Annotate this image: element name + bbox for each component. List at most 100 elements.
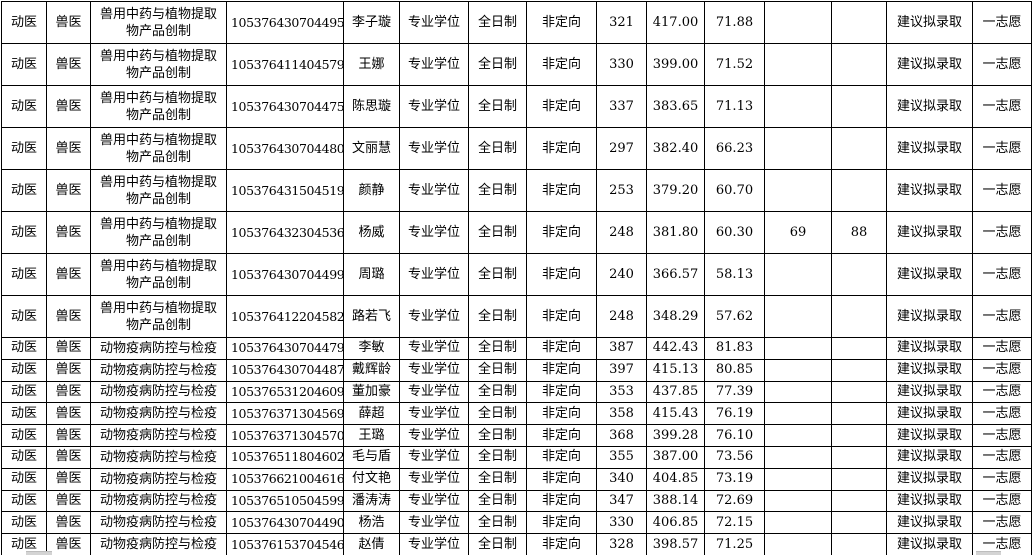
scrollbar-fragment-right [976,551,1001,555]
cell-total-score: 71.13 [704,85,765,128]
cell-name: 毛与盾 [343,445,400,469]
table-row: 动医 兽医 兽用中药与植物提取物产品创制 105376430704495 李子璇 专业学位… [1,1,1032,44]
cell-volunteer-rank: 一志愿 [972,337,1032,360]
cell-retest-score: 348.29 [646,295,705,338]
cell-major: 兽医 [46,533,91,555]
cell-note-2 [831,169,887,212]
cell-major: 兽医 [46,337,91,360]
table-row: 动医 兽医 动物疫病防控与检疫 105376371304569 薛超 专业学位 全日制 非定向… [1,402,1032,426]
cell-degree-type: 专业学位 [399,402,469,426]
cell-study-mode: 全日制 [468,127,527,170]
cell-note-2 [831,295,887,338]
cell-study-mode: 全日制 [468,337,527,360]
cell-degree-type: 专业学位 [399,358,469,382]
cell-volunteer-rank: 一志愿 [972,511,1032,535]
cell-name: 付文艳 [343,467,400,491]
cell-retest-score: 379.20 [646,169,705,212]
cell-research-direction: 兽用中药与植物提取物产品创制 [90,127,227,170]
cell-total-score: 81.83 [704,337,765,360]
cell-retest-score: 398.57 [646,533,705,555]
cell-retest-score: 415.43 [646,402,705,426]
cell-research-direction: 动物疫病防控与检疫 [90,402,227,426]
cell-volunteer-rank: 一志愿 [972,1,1032,44]
cell-note-2 [831,511,887,535]
table-row: 动医 兽医 动物疫病防控与检疫 105376511804602 毛与盾 专业学位 全日制 非定… [1,445,1032,469]
cell-orientation: 非定向 [526,533,597,555]
cell-degree-type: 专业学位 [399,169,469,212]
cell-research-direction: 兽用中药与植物提取物产品创制 [90,211,227,254]
cell-degree-type: 专业学位 [399,127,469,170]
cell-college: 动医 [1,380,47,404]
cell-candidate-id: 105376371304570 [226,424,344,447]
cell-orientation: 非定向 [526,467,597,491]
cell-total-score: 71.52 [704,43,765,86]
cell-degree-type: 专业学位 [399,533,469,555]
cell-note-2: 88 [831,211,887,254]
cell-initial-score: 248 [596,211,647,254]
cell-volunteer-rank: 一志愿 [972,489,1032,513]
cell-research-direction: 动物疫病防控与检疫 [90,533,227,555]
cell-college: 动医 [1,253,47,296]
table-row: 动医 兽医 兽用中药与植物提取物产品创制 105376430704475 陈思璇 专业学位… [1,85,1032,128]
cell-orientation: 非定向 [526,211,597,254]
cell-orientation: 非定向 [526,295,597,338]
cell-research-direction: 动物疫病防控与检疫 [90,445,227,469]
cell-name: 戴辉龄 [343,358,400,382]
cell-major: 兽医 [46,1,91,44]
cell-orientation: 非定向 [526,511,597,535]
cell-recommendation: 建议拟录取 [886,211,973,254]
cell-total-score: 77.39 [704,380,765,404]
table-row: 动医 兽医 动物疫病防控与检疫 105376430704487 戴辉龄 专业学位 全日制 非定… [1,358,1032,382]
cell-research-direction: 兽用中药与植物提取物产品创制 [90,295,227,338]
cell-retest-score: 417.00 [646,1,705,44]
cell-candidate-id: 105376430704499 [226,253,344,296]
table-row: 动医 兽医 动物疫病防控与检疫 105376621004616 付文艳 专业学位 全日制 非定… [1,467,1032,491]
cell-initial-score: 321 [596,1,647,44]
cell-initial-score: 297 [596,127,647,170]
cell-note-2 [831,127,887,170]
cell-college: 动医 [1,358,47,382]
cell-note-2 [831,337,887,360]
cell-study-mode: 全日制 [468,169,527,212]
table-row: 动医 兽医 动物疫病防控与检疫 105376531204609 董加豪 专业学位 全日制 非定… [1,380,1032,404]
cell-orientation: 非定向 [526,380,597,404]
cell-candidate-id: 105376153704546 [226,533,344,555]
cell-note-2 [831,253,887,296]
cell-volunteer-rank: 一志愿 [972,533,1032,555]
cell-initial-score: 387 [596,337,647,360]
cell-candidate-id: 105376430704479 [226,337,344,360]
cell-major: 兽医 [46,489,91,513]
cell-note-2 [831,445,887,469]
cell-recommendation: 建议拟录取 [886,380,973,404]
cell-major: 兽医 [46,127,91,170]
cell-note-2 [831,380,887,404]
cell-recommendation: 建议拟录取 [886,253,973,296]
cell-retest-score: 406.85 [646,511,705,535]
cell-note-1 [764,169,832,212]
cell-candidate-id: 105376431504519 [226,169,344,212]
cell-initial-score: 397 [596,358,647,382]
cell-recommendation: 建议拟录取 [886,337,973,360]
cell-volunteer-rank: 一志愿 [972,127,1032,170]
cell-candidate-id: 105376412204582 [226,295,344,338]
cell-name: 陈思璇 [343,85,400,128]
cell-volunteer-rank: 一志愿 [972,253,1032,296]
cell-orientation: 非定向 [526,1,597,44]
cell-initial-score: 358 [596,402,647,426]
cell-note-2 [831,358,887,382]
cell-initial-score: 368 [596,424,647,447]
cell-note-1 [764,402,832,426]
cell-college: 动医 [1,1,47,44]
cell-retest-score: 387.00 [646,445,705,469]
cell-total-score: 71.25 [704,533,765,555]
cell-recommendation: 建议拟录取 [886,533,973,555]
cell-recommendation: 建议拟录取 [886,424,973,447]
cell-note-2 [831,467,887,491]
cell-major: 兽医 [46,211,91,254]
table-row: 动医 兽医 兽用中药与植物提取物产品创制 105376431504519 颜静 专业学位全… [1,169,1032,212]
cell-name: 薛超 [343,402,400,426]
cell-candidate-id: 105376430704475 [226,85,344,128]
cell-recommendation: 建议拟录取 [886,445,973,469]
table-row: 动医 兽医 动物疫病防控与检疫 105376430704479 李敏 专业学位 全日制 非定向… [1,337,1032,360]
